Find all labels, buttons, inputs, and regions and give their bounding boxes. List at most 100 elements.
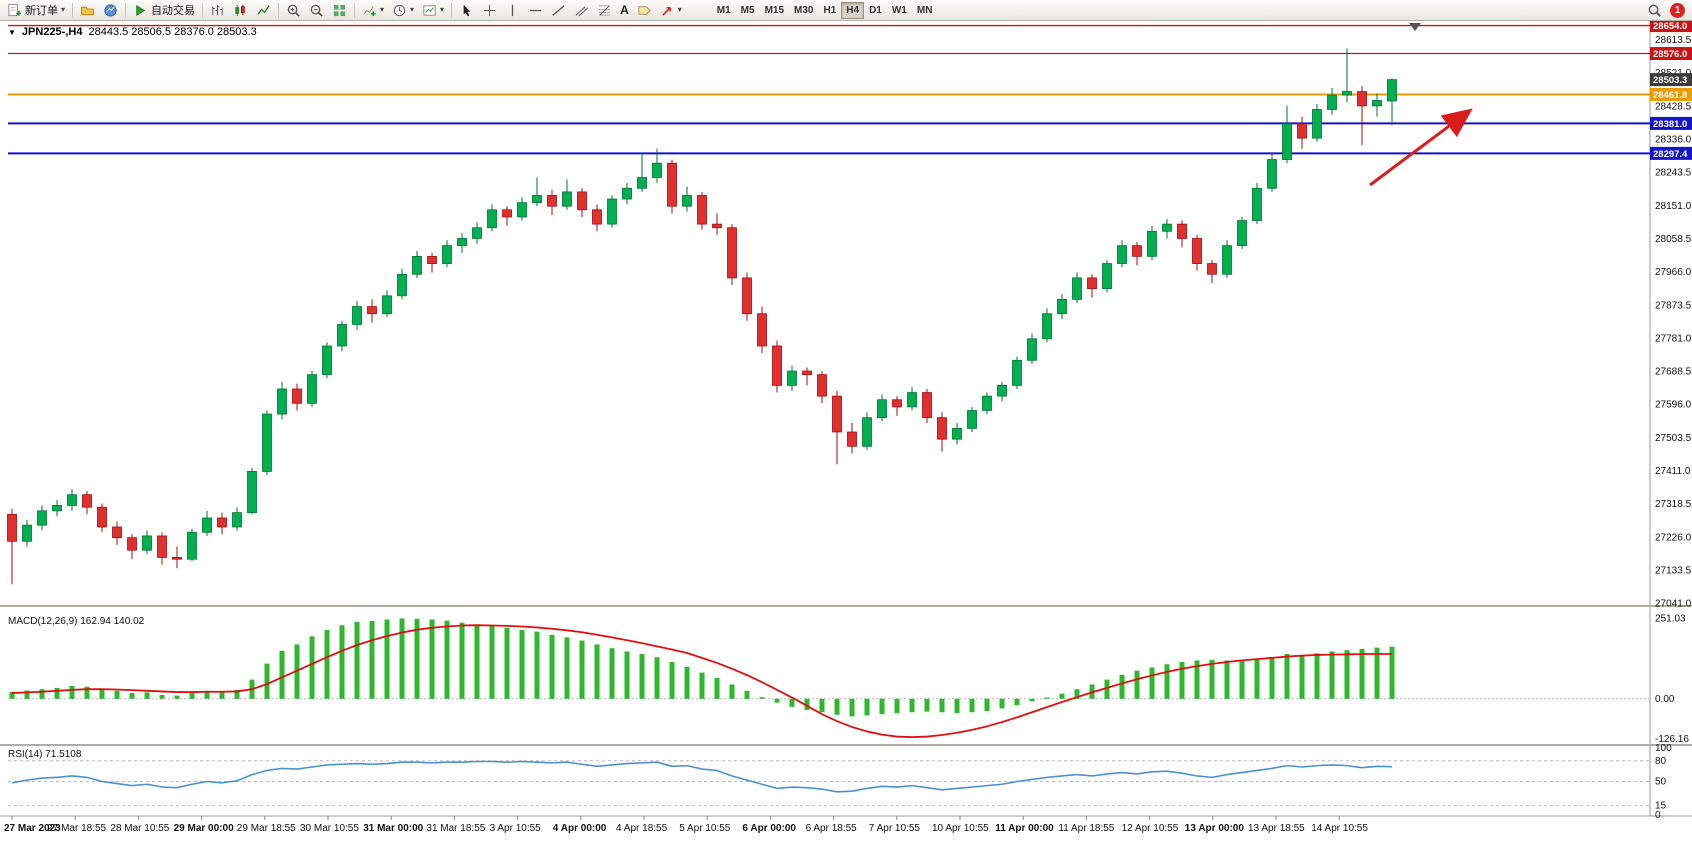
profiles-button[interactable]: [76, 1, 99, 19]
candle-body: [187, 531, 197, 560]
macd-axis-label: -126.16: [1655, 734, 1689, 745]
candle-body: [337, 324, 347, 347]
price-tick-label: 27596.0: [1655, 400, 1692, 411]
channel-button[interactable]: [570, 1, 593, 19]
macd-histogram-bar: [459, 622, 465, 699]
price-tick-label: 28243.5: [1655, 168, 1692, 179]
macd-histogram-bar: [699, 672, 705, 699]
time-label: 31 Mar 00:00: [363, 823, 423, 834]
rsi-axis-label: 100: [1655, 743, 1672, 754]
timeframe-button-m5[interactable]: M5: [736, 2, 760, 19]
tile-windows-button[interactable]: [328, 1, 351, 19]
notification-badge[interactable]: 1: [1670, 2, 1685, 18]
zoom-in-button[interactable]: [282, 1, 305, 19]
macd-histogram-bar: [744, 690, 750, 699]
candle-body: [217, 517, 227, 528]
bars-chart-button[interactable]: [206, 1, 229, 19]
macd-histogram-bar: [339, 625, 345, 699]
time-label: 14 Apr 10:55: [1311, 823, 1368, 834]
horizontal-line-button[interactable]: [524, 1, 547, 19]
axis-frame: [0, 21, 1692, 817]
autotrading-button[interactable]: 自动交易: [129, 1, 199, 19]
candlestick-chart-button[interactable]: [229, 1, 252, 19]
price-badge-label: 28654.0: [1653, 21, 1687, 32]
fibonacci-button[interactable]: [593, 1, 616, 19]
indicators-button[interactable]: ▾: [358, 1, 388, 19]
chart-collapse-icon[interactable]: ▼: [8, 27, 16, 37]
toolbar-separator: [354, 2, 356, 18]
candle-body: [157, 535, 167, 558]
candle-body: [247, 471, 257, 514]
macd-histogram-bar: [429, 619, 435, 699]
timeframe-button-mn[interactable]: MN: [912, 2, 938, 19]
toolbar-separator: [125, 2, 127, 18]
macd-histogram-bar: [849, 698, 855, 717]
macd-histogram-bar: [579, 640, 585, 699]
macd-histogram-bar: [1389, 646, 1395, 699]
candle-body: [1027, 338, 1037, 361]
candle-body: [982, 395, 992, 411]
candle-body: [202, 517, 212, 533]
candle-body: [367, 306, 377, 315]
price-badge-label: 28576.0: [1653, 49, 1687, 60]
rsi-line: [11, 760, 1393, 793]
candle-body: [682, 195, 692, 207]
time-label: 12 Apr 10:55: [1122, 823, 1179, 834]
text-button[interactable]: A: [616, 1, 633, 19]
timeframe-button-h4[interactable]: H4: [841, 1, 865, 19]
time-label: 31 Mar 18:55: [426, 823, 485, 834]
candle-body: [1132, 245, 1142, 257]
timeframe-group: M1 M5 M15 M30 H1 H4 D1 W1 MN: [712, 1, 938, 19]
arrows-button[interactable]: ▾: [656, 1, 686, 19]
candle-body: [322, 345, 332, 376]
macd-histogram-bar: [894, 698, 900, 714]
line-chart-button[interactable]: [252, 1, 275, 19]
search-button[interactable]: [1643, 1, 1666, 19]
time-label: 13 Apr 00:00: [1185, 823, 1245, 834]
macd-signal-line: [11, 624, 1393, 739]
rsi-axis-label: 50: [1655, 777, 1667, 788]
timeframe-button-m15[interactable]: M15: [760, 2, 789, 19]
macd-histogram-bar: [684, 666, 690, 699]
macd-pane: MACD(12,26,9) 162.94 140.02 251.03 0.00 -12…: [8, 613, 1689, 745]
periods-button[interactable]: ▾: [388, 1, 418, 19]
price-tick-label: 28428.5: [1655, 101, 1692, 112]
trendline-button[interactable]: [547, 1, 570, 19]
macd-histogram-bar: [1254, 659, 1260, 699]
new-order-button[interactable]: 新订单 ▾: [3, 1, 69, 19]
timeframe-button-m30[interactable]: M30: [789, 2, 818, 19]
candle-body: [127, 537, 137, 551]
timeframe-button-d1[interactable]: D1: [864, 2, 887, 19]
time-label: 27 Mar 2023: [4, 823, 61, 834]
toolbar-separator: [278, 2, 280, 18]
macd-histogram-bar: [984, 698, 990, 711]
crosshair-button[interactable]: [478, 1, 501, 19]
vertical-line-button[interactable]: [501, 1, 524, 19]
play-icon: [133, 3, 148, 18]
cursor-button[interactable]: [455, 1, 478, 19]
timeframe-button-m1[interactable]: M1: [712, 2, 736, 19]
time-label: 3 Apr 10:55: [490, 823, 542, 834]
macd-histogram-bar: [1284, 654, 1290, 699]
candle-body: [97, 506, 107, 528]
candle-body: [37, 510, 47, 526]
timeframe-button-h1[interactable]: H1: [818, 2, 841, 19]
macd-histogram-bar: [1149, 667, 1155, 699]
candle-body: [427, 255, 437, 264]
zoom-out-button[interactable]: [305, 1, 328, 19]
market-watch-button[interactable]: [99, 1, 122, 19]
horizontal-line-icon: [528, 3, 543, 18]
time-label: 4 Apr 18:55: [616, 823, 668, 834]
macd-histogram-bar: [84, 686, 90, 699]
price-tick-label: 28151.0: [1655, 201, 1692, 212]
timeframe-button-w1[interactable]: W1: [887, 2, 912, 19]
trend-arrow-annotation[interactable]: [1369, 108, 1473, 187]
candle-body: [547, 195, 557, 207]
label-button[interactable]: [633, 1, 656, 19]
templates-button[interactable]: ▾: [418, 1, 448, 19]
candle-body: [517, 202, 527, 218]
macd-histogram-bar: [129, 693, 135, 699]
candle-body: [1327, 94, 1337, 110]
candle-body: [967, 410, 977, 429]
